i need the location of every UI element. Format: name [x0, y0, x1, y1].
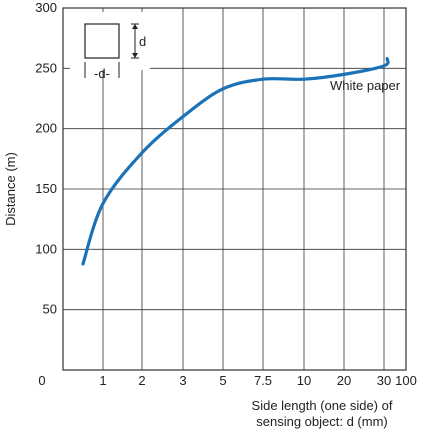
x-tick-label: 100 — [395, 373, 417, 388]
inset-label-d-vertical: d — [139, 34, 146, 49]
data-point — [101, 201, 105, 205]
y-tick-label: 100 — [35, 241, 57, 256]
x-axis-ticks: 0 1 2 3 5 7.5 10 20 30 100 — [38, 373, 416, 388]
data-point — [342, 72, 346, 76]
x-tick-label: 5 — [219, 373, 226, 388]
data-point — [81, 262, 85, 266]
inset-diagram: d -d- — [70, 12, 150, 81]
x-tick-label: 30 — [377, 373, 391, 388]
data-point — [302, 77, 306, 81]
series-label-white-paper: White paper — [330, 78, 401, 93]
x-tick-label: 2 — [138, 373, 145, 388]
data-point — [261, 77, 265, 81]
x-tick-label: 0 — [38, 373, 45, 388]
y-tick-label: 150 — [35, 181, 57, 196]
data-point — [221, 87, 225, 91]
data-point — [140, 151, 144, 155]
y-axis-label: Distance (m) — [3, 152, 18, 226]
series-line-white-paper — [81, 57, 390, 266]
inset-arrow-down — [132, 53, 138, 58]
y-axis-ticks: 50 100 150 200 250 300 — [35, 0, 57, 317]
data-point — [382, 64, 386, 68]
x-tick-label: 20 — [337, 373, 351, 388]
x-tick-label: 1 — [99, 373, 106, 388]
y-tick-label: 250 — [35, 60, 57, 75]
x-axis-label-line1: Side length (one side) of — [252, 398, 393, 413]
x-tick-label: 7.5 — [254, 373, 272, 388]
inset-square — [84, 23, 120, 59]
data-point — [181, 115, 185, 119]
series-points — [81, 57, 389, 266]
y-tick-label: 300 — [35, 0, 57, 15]
y-tick-label: 200 — [35, 121, 57, 136]
x-axis-label-line2: sensing object: d (mm) — [256, 414, 388, 429]
y-tick-label: 50 — [43, 302, 57, 317]
x-tick-label: 3 — [179, 373, 186, 388]
plot-frame — [62, 7, 407, 371]
inset-arrow-up — [132, 24, 138, 29]
x-tick-label: 10 — [297, 373, 311, 388]
data-point — [385, 57, 389, 61]
inset-label-d-horizontal: -d- — [94, 66, 110, 81]
